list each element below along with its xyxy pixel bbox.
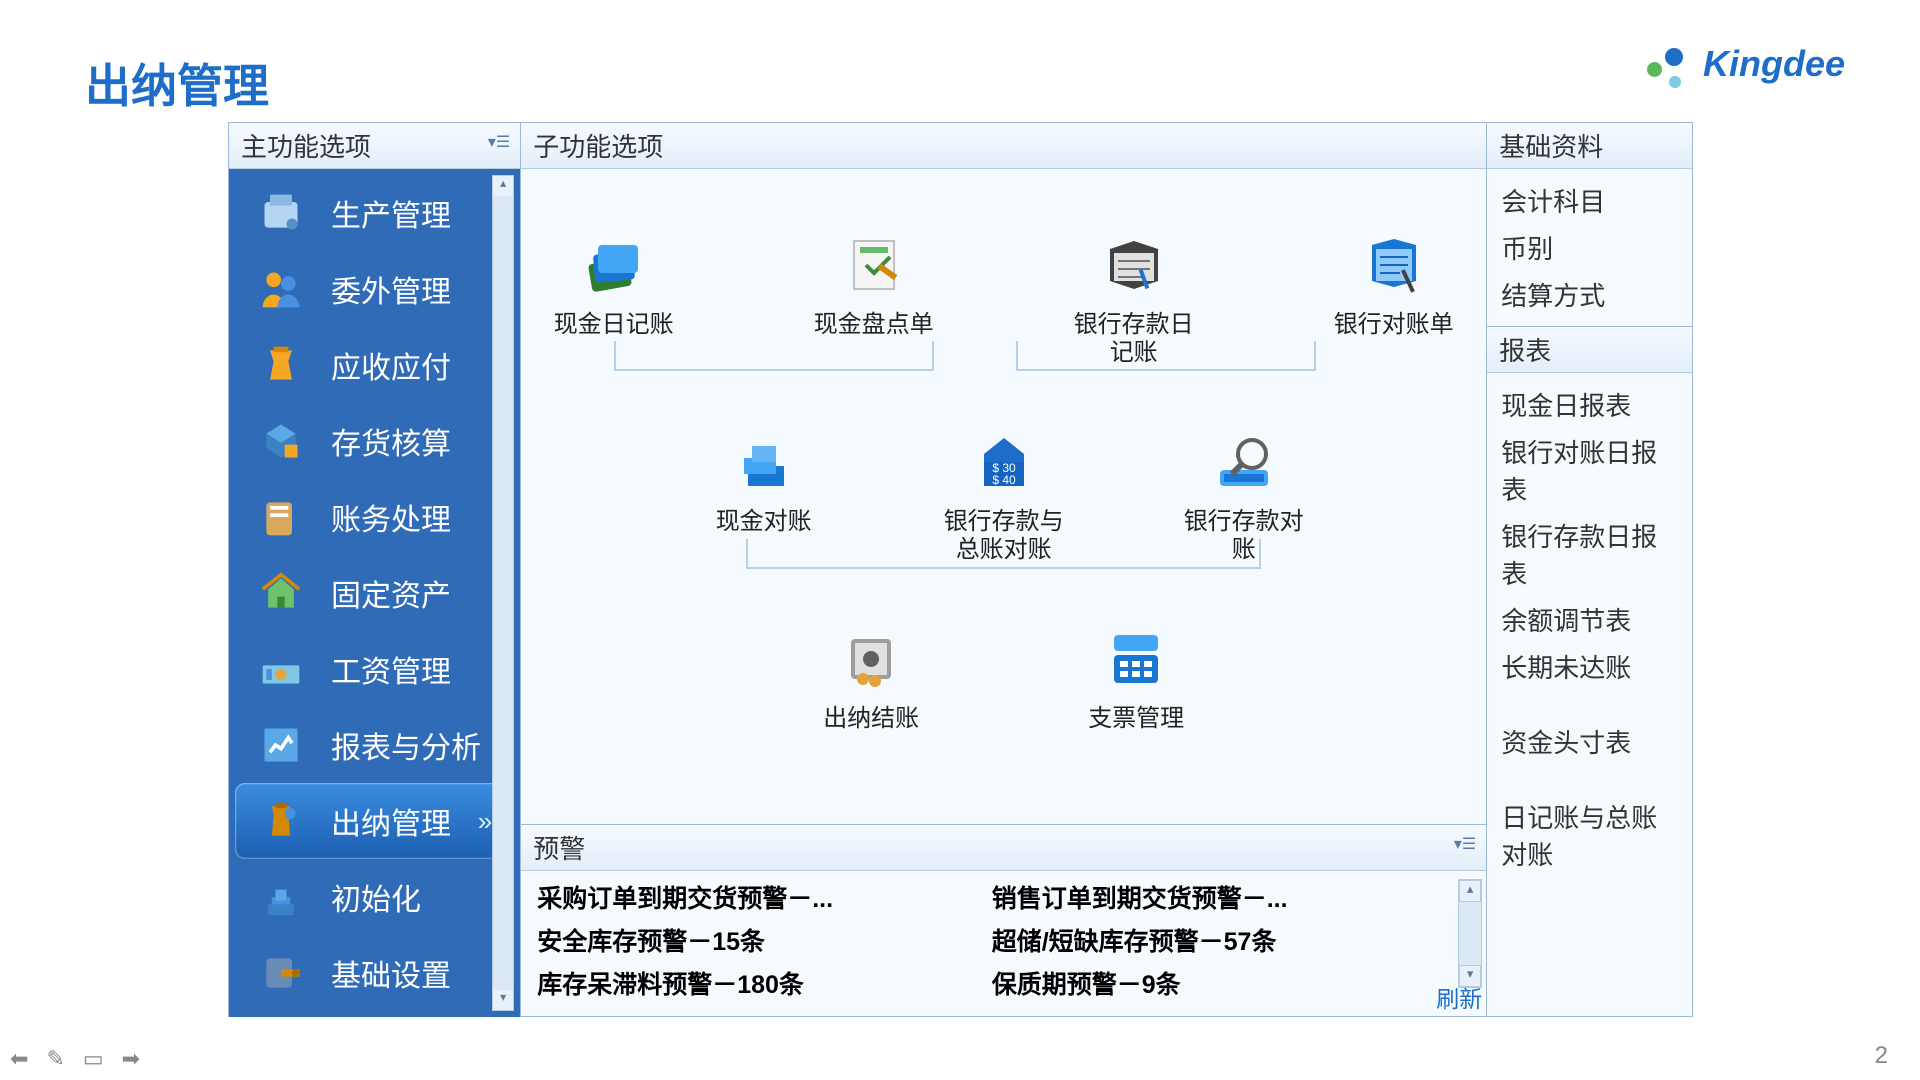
- report-item[interactable]: 现金日报表: [1501, 381, 1678, 428]
- sidebar-item-0[interactable]: 生产管理: [235, 175, 514, 251]
- func-icon: [728, 426, 800, 498]
- sidebar-icon-4: [255, 491, 307, 543]
- func-icon: [1100, 623, 1172, 695]
- sidebar-item-label: 出纳管理: [331, 799, 451, 843]
- sidebar-scrollbar[interactable]: ▴ ▾: [492, 175, 514, 1011]
- scroll-up-icon[interactable]: ▴: [493, 176, 513, 196]
- sidebar-icon-7: [255, 719, 307, 771]
- sidebar-item-label: 固定资产: [331, 571, 451, 615]
- report-item[interactable]: 长期未达账: [1501, 643, 1678, 690]
- sidebar: 主功能选项 ▾☰ 生产管理 委外管理 应收应付 存货核算: [229, 123, 521, 1016]
- func-label: 出纳结账: [823, 705, 919, 733]
- sidebar-item-label: 基础设置: [331, 951, 451, 995]
- page-title: 出纳管理: [85, 50, 269, 116]
- sidebar-item-label: 委外管理: [331, 267, 451, 311]
- sidebar-header: 主功能选项 ▾☰: [229, 123, 520, 169]
- middle-column: 子功能选项 现金日记账 现金盘点单 银行存款日 记账 银行对账单 现金对账$ 3…: [521, 123, 1487, 1016]
- page-number: 2: [1875, 1042, 1888, 1070]
- sidebar-item-label: 存货核算: [331, 419, 451, 463]
- sidebar-icon-9: [255, 871, 307, 923]
- alert-item[interactable]: 安全库存预警－15条: [537, 922, 992, 958]
- alert-item[interactable]: 销售订单到期交货预警－...: [992, 879, 1447, 915]
- sidebar-item-6[interactable]: 工资管理: [235, 631, 514, 707]
- func-icon: [838, 229, 910, 301]
- sidebar-item-4[interactable]: 账务处理: [235, 479, 514, 555]
- alert-item[interactable]: 保质期预警－9条: [992, 965, 1447, 1001]
- sidebar-item-label: 初始化: [331, 875, 421, 919]
- sidebar-item-label: 报表与分析: [331, 723, 481, 767]
- sidebar-dropdown-icon[interactable]: ▾☰: [488, 132, 510, 152]
- func-icon: [1208, 426, 1280, 498]
- brand-logo: Kingdee: [1645, 40, 1845, 88]
- sidebar-icon-2: [255, 339, 307, 391]
- scroll-down-icon[interactable]: ▾: [493, 990, 513, 1010]
- svg-text:$ 40: $ 40: [992, 473, 1016, 487]
- right-column: 基础资料 会计科目币别结算方式 报表 现金日报表银行对账日报表银行存款日报表余额…: [1487, 123, 1692, 1016]
- sidebar-icon-5: [255, 567, 307, 619]
- alerts-header: 预警 ▾☰: [521, 825, 1486, 871]
- sidebar-icon-0: [255, 187, 307, 239]
- report-item[interactable]: 银行对账日报表: [1501, 428, 1678, 512]
- nav-next-icon[interactable]: ➡: [122, 1046, 140, 1072]
- alerts-dropdown-icon[interactable]: ▾☰: [1454, 834, 1476, 854]
- sidebar-item-7[interactable]: 报表与分析: [235, 707, 514, 783]
- func-icon: [835, 623, 907, 695]
- alerts-panel: 预警 ▾☰ 采购订单到期交货预警－... 安全库存预警－15条库存呆滞料预警－18…: [521, 824, 1486, 1016]
- sub-functions-area: 现金日记账 现金盘点单 银行存款日 记账 银行对账单 现金对账$ 30$ 40 …: [521, 169, 1486, 824]
- sidebar-item-label: 工资管理: [331, 647, 451, 691]
- sidebar-icon-1: [255, 263, 307, 315]
- sub-functions-header: 子功能选项: [521, 123, 1486, 169]
- func-label: 现金盘点单: [814, 311, 934, 339]
- basic-data-item[interactable]: 会计科目: [1501, 177, 1678, 224]
- report-item[interactable]: 余额调节表: [1501, 596, 1678, 643]
- alerts-scrollbar[interactable]: ▴ ▾: [1458, 879, 1482, 988]
- sidebar-item-9[interactable]: 初始化: [235, 859, 514, 935]
- sidebar-item-8[interactable]: 出纳管理 »: [235, 783, 514, 859]
- func-item-func-row3-1[interactable]: 支票管理: [1064, 623, 1209, 733]
- basic-data-item[interactable]: 币别: [1501, 224, 1678, 271]
- bottom-nav: ⬅ ✎ ▭ ➡: [10, 1046, 140, 1072]
- func-icon: $ 30$ 40: [968, 426, 1040, 498]
- func-label: 银行对账单: [1334, 311, 1454, 339]
- chevron-right-icon: »: [478, 806, 492, 837]
- func-label: 支票管理: [1088, 705, 1184, 733]
- nav-edit-icon[interactable]: ✎: [46, 1046, 64, 1072]
- func-label: 现金日记账: [554, 311, 674, 339]
- alert-item[interactable]: 库存呆滞料预警－180条: [537, 965, 992, 1001]
- sidebar-list: 生产管理 委外管理 应收应付 存货核算 账务处理: [229, 169, 520, 1017]
- func-label: 现金对账: [716, 508, 812, 536]
- basic-data-header: 基础资料: [1487, 123, 1692, 169]
- sidebar-item-3[interactable]: 存货核算: [235, 403, 514, 479]
- sidebar-icon-3: [255, 415, 307, 467]
- func-icon: [578, 229, 650, 301]
- func-item-func-row1-3[interactable]: 银行对账单: [1321, 229, 1466, 366]
- sidebar-item-1[interactable]: 委外管理: [235, 251, 514, 327]
- nav-prev-icon[interactable]: ⬅: [10, 1046, 28, 1072]
- report-item[interactable]: 日记账与总账对账: [1501, 793, 1678, 877]
- sidebar-item-label: 应收应付: [331, 343, 451, 387]
- brand-dots-icon: [1645, 40, 1693, 88]
- basic-data-item[interactable]: 结算方式: [1501, 271, 1678, 318]
- alert-item[interactable]: 超储/短缺库存预警－57条: [992, 922, 1447, 958]
- sidebar-item-5[interactable]: 固定资产: [235, 555, 514, 631]
- alert-item[interactable]: 采购订单到期交货预警－...: [537, 879, 992, 915]
- app-window: 主功能选项 ▾☰ 生产管理 委外管理 应收应付 存货核算: [228, 122, 1693, 1017]
- sidebar-item-2[interactable]: 应收应付: [235, 327, 514, 403]
- sidebar-item-10[interactable]: 基础设置: [235, 935, 514, 1011]
- func-item-func-row3-0[interactable]: 出纳结账: [799, 623, 944, 733]
- brand-name: Kingdee: [1703, 43, 1845, 85]
- report-item[interactable]: 银行存款日报表: [1501, 512, 1678, 596]
- sidebar-item-label: 生产管理: [331, 191, 451, 235]
- report-item[interactable]: 资金头寸表: [1501, 718, 1678, 765]
- refresh-link[interactable]: 刷新: [1436, 980, 1482, 1014]
- sidebar-icon-10: [255, 947, 307, 999]
- reports-header: 报表: [1487, 327, 1692, 373]
- sidebar-item-label: 账务处理: [331, 495, 451, 539]
- nav-menu-icon[interactable]: ▭: [83, 1046, 104, 1072]
- sidebar-icon-6: [255, 643, 307, 695]
- sidebar-icon-8: [255, 795, 307, 847]
- func-icon: [1098, 229, 1170, 301]
- alerts-scroll-up-icon[interactable]: ▴: [1459, 880, 1481, 902]
- func-icon: [1358, 229, 1430, 301]
